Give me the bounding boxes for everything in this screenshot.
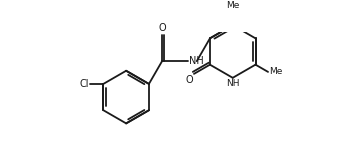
Text: O: O [185, 75, 193, 85]
Text: Cl: Cl [79, 79, 89, 89]
Text: NH: NH [189, 56, 204, 66]
Text: Me: Me [226, 1, 240, 9]
Text: Me: Me [269, 67, 282, 76]
Text: O: O [158, 23, 166, 33]
Text: NH: NH [226, 79, 240, 88]
